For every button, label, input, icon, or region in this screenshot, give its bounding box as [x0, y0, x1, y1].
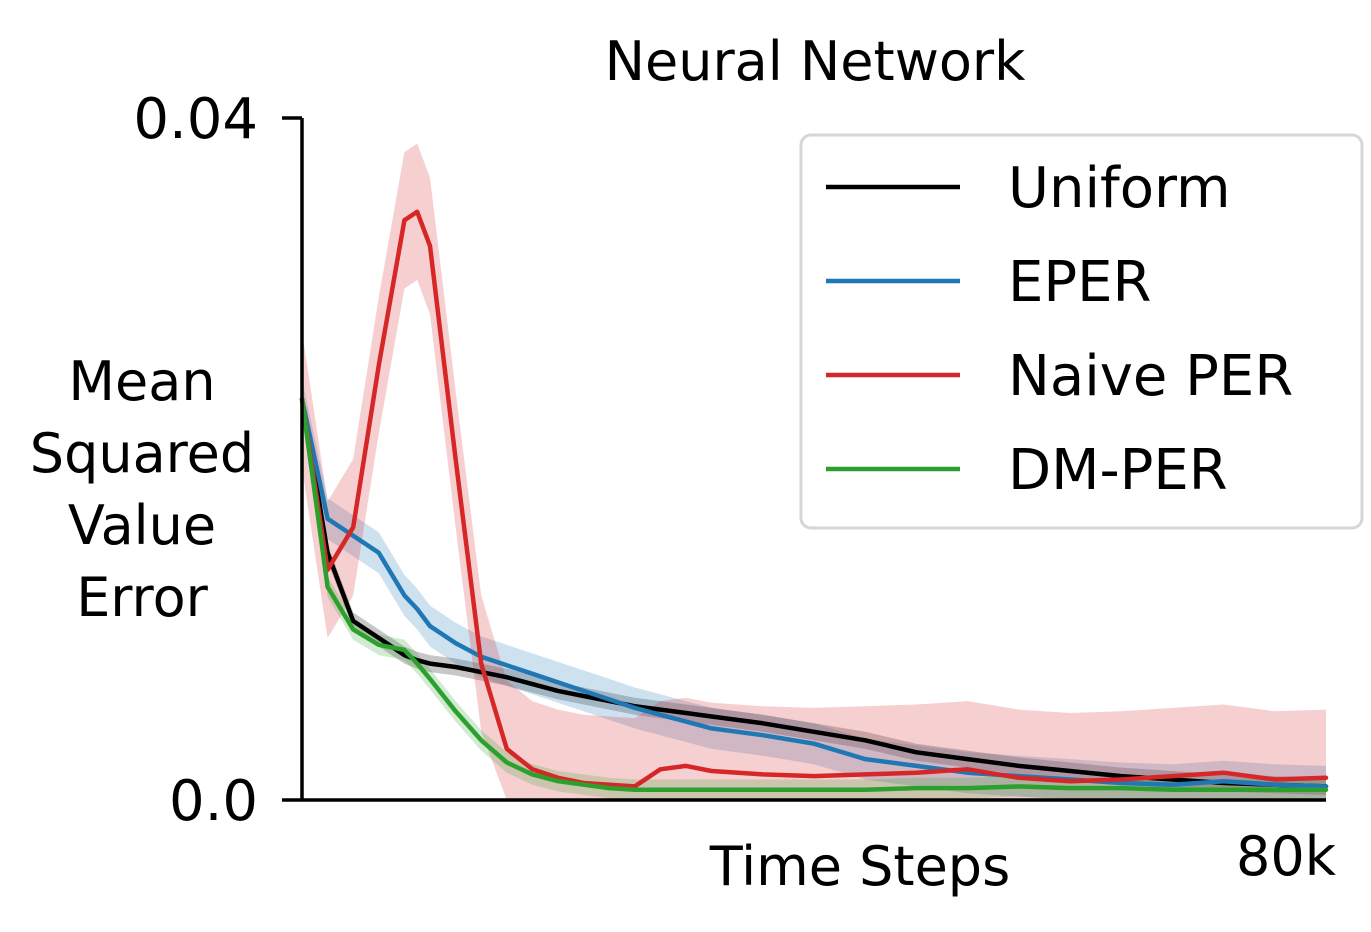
chart-title: Neural Network: [605, 30, 1026, 93]
series-line: [299, 397, 1329, 793]
legend-label: DM-PER: [1008, 438, 1228, 503]
legend-label: EPER: [1008, 250, 1151, 315]
legend-frame: [799, 133, 1364, 530]
x-ticks: 80k: [1236, 825, 1337, 888]
series-band: [302, 390, 1326, 795]
series-band: [302, 378, 1326, 800]
confidence-bands: [302, 143, 1326, 801]
y-ticks: 0.0 0.04: [133, 87, 302, 834]
y-tick-label: 0.0: [169, 769, 258, 834]
series-band: [302, 143, 1326, 801]
y-axis-label: Mean Squared Value Error: [30, 350, 254, 629]
legend: Uniform EPER Naive PER DM-PER: [799, 133, 1364, 530]
legend-label: Uniform: [1008, 156, 1231, 221]
y-axis-label-line: Value: [68, 494, 216, 557]
x-tick-label: 80k: [1236, 825, 1337, 888]
series-lines: [299, 209, 1329, 793]
y-axis-label-line: Error: [76, 566, 208, 629]
legend-label: Naive PER: [1008, 344, 1293, 409]
y-tick-label: 0.04: [133, 87, 258, 152]
series-line: [299, 209, 1329, 789]
x-axis-label: Time Steps: [709, 835, 1010, 898]
y-axis-label-line: Mean: [68, 350, 215, 413]
y-axis-label-line: Squared: [30, 422, 254, 485]
